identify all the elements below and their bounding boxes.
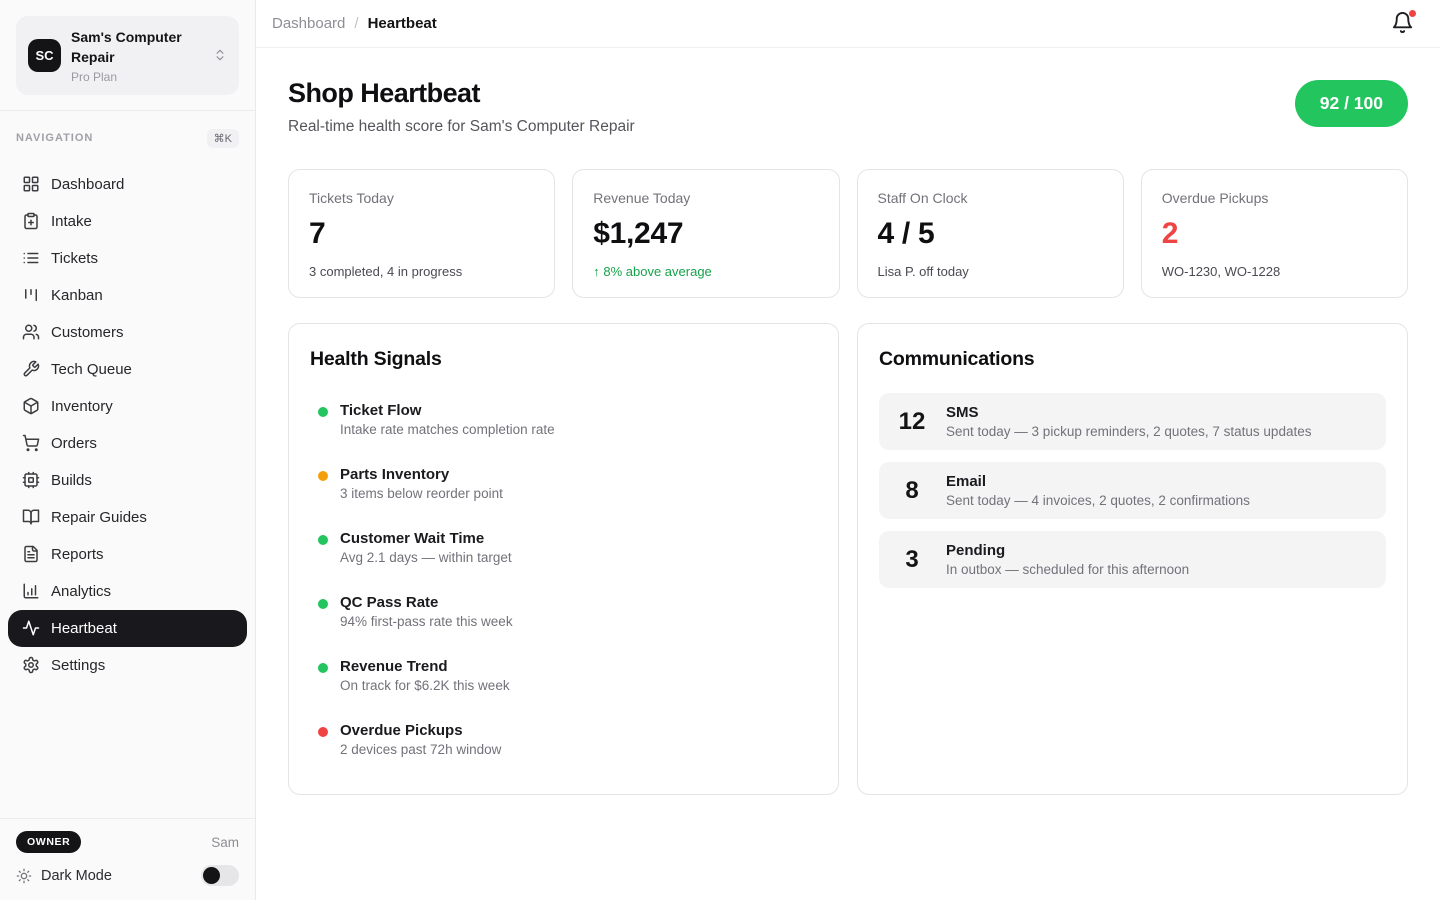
- owner-badge: OWNER: [16, 831, 82, 853]
- health-score-badge: 92 / 100: [1294, 80, 1408, 127]
- notification-dot: [1409, 9, 1416, 17]
- notifications-button[interactable]: [1387, 7, 1418, 41]
- bar-chart-icon: [22, 582, 40, 600]
- status-dot: [318, 535, 328, 545]
- health-signal-revenue-trend: Revenue Trend On track for $6.2K this we…: [318, 658, 817, 693]
- sidebar-item-orders[interactable]: Orders: [8, 425, 247, 462]
- stat-card-overdue-pickups: Overdue Pickups 2 WO-1230, WO-1228: [1140, 169, 1408, 298]
- sidebar-item-reports[interactable]: Reports: [8, 536, 247, 573]
- page-title: Shop Heartbeat: [288, 78, 481, 108]
- health-signals-list: Ticket Flow Intake rate matches completi…: [310, 402, 817, 757]
- sidebar-item-kanban[interactable]: Kanban: [8, 277, 247, 314]
- breadcrumb-dashboard-link[interactable]: Dashboard: [272, 15, 346, 32]
- page-content: Shop Heartbeat Real-time health score fo…: [256, 48, 1440, 825]
- health-signal-qc-pass-rate: QC Pass Rate 94% first-pass rate this we…: [318, 594, 817, 629]
- health-signal-ticket-flow: Ticket Flow Intake rate matches completi…: [318, 402, 817, 437]
- stat-card-revenue-today: Revenue Today $1,247 ↑ 8% above average: [572, 169, 840, 298]
- sidebar-item-intake[interactable]: Intake: [8, 203, 247, 240]
- comm-count: 12: [898, 407, 926, 435]
- dark-mode-toggle[interactable]: [201, 865, 239, 886]
- communications-panel: Communications 12 SMS Sent today — 3 pic…: [857, 323, 1408, 795]
- sidebar-item-repair-guides[interactable]: Repair Guides: [8, 499, 247, 536]
- status-dot: [318, 663, 328, 673]
- health-signals-panel: Health Signals Ticket Flow Intake rate m…: [288, 323, 839, 795]
- clipboard-plus-icon: [22, 212, 40, 230]
- comm-count: 8: [905, 476, 919, 504]
- toggle-knob: [203, 867, 220, 884]
- shopping-cart-icon: [22, 434, 40, 452]
- sidebar-item-dashboard[interactable]: Dashboard: [8, 166, 247, 203]
- status-dot: [318, 407, 328, 417]
- org-section: SC Sam's Computer Repair Pro Plan: [0, 0, 255, 111]
- comm-count: 3: [905, 545, 919, 573]
- page-header: Shop Heartbeat Real-time health score fo…: [288, 78, 1408, 136]
- stat-cards: Tickets Today 7 3 completed, 4 in progre…: [288, 169, 1408, 298]
- stat-card-tickets-today: Tickets Today 7 3 completed, 4 in progre…: [288, 169, 556, 298]
- chevrons-up-down-icon: [213, 48, 227, 62]
- sidebar-item-tech-queue[interactable]: Tech Queue: [8, 351, 247, 388]
- health-signal-customer-wait-time: Customer Wait Time Avg 2.1 days — within…: [318, 530, 817, 565]
- breadcrumb-separator: /: [354, 15, 359, 32]
- cpu-icon: [22, 471, 40, 489]
- users-icon: [22, 323, 40, 341]
- owner-name: Sam: [211, 834, 239, 850]
- sidebar-item-tickets[interactable]: Tickets: [8, 240, 247, 277]
- file-text-icon: [22, 545, 40, 563]
- command-k-shortcut: ⌘K: [206, 128, 239, 148]
- dark-mode-label: Dark Mode: [41, 867, 112, 884]
- nav-header: NAVIGATION ⌘K: [0, 111, 255, 156]
- comm-row-pending: 3 Pending In outbox — scheduled for this…: [879, 531, 1386, 588]
- activity-icon: [22, 619, 40, 637]
- breadcrumb: Dashboard / Heartbeat: [272, 15, 437, 32]
- navigation-label: NAVIGATION: [16, 132, 94, 145]
- org-plan: Pro Plan: [71, 69, 118, 84]
- topbar: Dashboard / Heartbeat: [256, 0, 1440, 48]
- sidebar-item-builds[interactable]: Builds: [8, 462, 247, 499]
- status-dot: [318, 471, 328, 481]
- sidebar-item-settings[interactable]: Settings: [8, 647, 247, 684]
- book-open-icon: [22, 508, 40, 526]
- package-icon: [22, 397, 40, 415]
- comm-row-email: 8 Email Sent today — 4 invoices, 2 quote…: [879, 462, 1386, 519]
- sidebar-item-heartbeat[interactable]: Heartbeat: [8, 609, 247, 647]
- stat-card-staff-on-clock: Staff On Clock 4 / 5 Lisa P. off today: [856, 169, 1124, 298]
- communications-title: Communications: [879, 348, 1035, 370]
- layout-grid-icon: [22, 175, 40, 193]
- health-signal-parts-inventory: Parts Inventory 3 items below reorder po…: [318, 466, 817, 501]
- health-signals-title: Health Signals: [310, 348, 442, 370]
- page-subtitle: Real-time health score for Sam's Compute…: [288, 118, 635, 135]
- status-dot: [318, 727, 328, 737]
- org-switcher[interactable]: SC Sam's Computer Repair Pro Plan: [16, 16, 239, 95]
- org-name: Sam's Computer Repair: [71, 29, 182, 66]
- org-avatar: SC: [28, 38, 61, 72]
- sun-icon: [16, 868, 32, 884]
- sidebar-item-analytics[interactable]: Analytics: [8, 573, 247, 610]
- sidebar-footer: OWNER Sam Dark Mode: [0, 818, 255, 900]
- status-dot: [318, 599, 328, 609]
- panels: Health Signals Ticket Flow Intake rate m…: [288, 323, 1408, 795]
- breadcrumb-current: Heartbeat: [367, 15, 437, 32]
- sidebar-item-customers[interactable]: Customers: [8, 314, 247, 351]
- list-icon: [22, 249, 40, 267]
- kanban-icon: [22, 286, 40, 304]
- health-signal-overdue-pickups: Overdue Pickups 2 devices past 72h windo…: [318, 722, 817, 757]
- communications-list: 12 SMS Sent today — 3 pickup reminders, …: [879, 393, 1386, 588]
- settings-icon: [22, 656, 40, 674]
- sidebar: SC Sam's Computer Repair Pro Plan NAVIGA…: [0, 0, 256, 900]
- wrench-icon: [22, 360, 40, 378]
- sidebar-nav: Dashboard Intake Tickets Kanban: [0, 156, 255, 684]
- comm-row-sms: 12 SMS Sent today — 3 pickup reminders, …: [879, 393, 1386, 450]
- sidebar-item-inventory[interactable]: Inventory: [8, 388, 247, 425]
- main-area: Dashboard / Heartbeat Shop Heartbeat Rea…: [256, 0, 1440, 900]
